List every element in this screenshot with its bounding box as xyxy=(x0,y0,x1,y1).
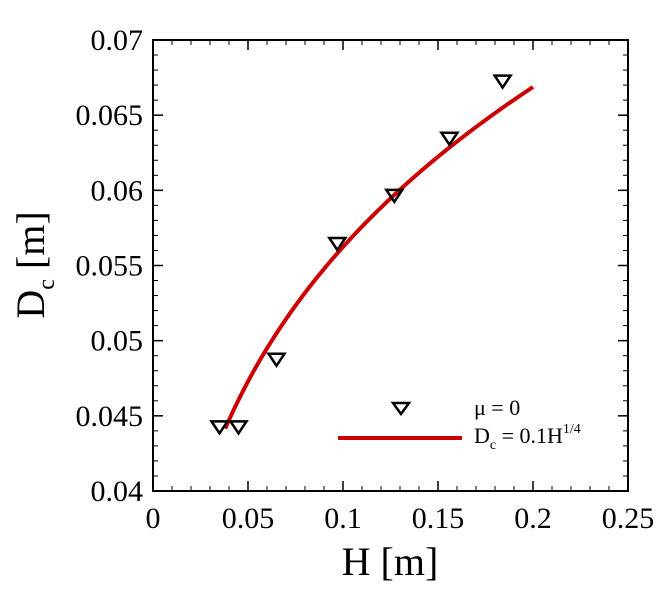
y-tick-label: 0.05 xyxy=(91,325,144,358)
curve-layer xyxy=(223,85,535,430)
fit-curve-line xyxy=(223,85,535,430)
x-tick-label: 0.1 xyxy=(324,502,362,535)
x-tick-label: 0.25 xyxy=(602,502,655,535)
marker-layer xyxy=(209,74,513,436)
legend-marker-label: μ = 0 xyxy=(474,395,520,420)
y-tick-label: 0.04 xyxy=(91,475,144,508)
legend-marker-symbol xyxy=(390,401,412,417)
data-point-marker xyxy=(209,420,230,436)
data-point-marker xyxy=(439,131,460,147)
x-axis-title: H [m] xyxy=(342,539,439,584)
legend-curve-label-main: D xyxy=(474,423,490,448)
data-point-marker xyxy=(228,420,249,436)
y-tick-label: 0.06 xyxy=(91,174,144,207)
data-point-marker xyxy=(492,74,513,90)
y-tick-label: 0.07 xyxy=(91,24,144,57)
legend: μ = 0 Dc = 0.1H1/4 xyxy=(338,395,581,453)
y-tick-label: 0.045 xyxy=(76,400,144,433)
legend-curve-label-eq: = 0.1H xyxy=(496,423,563,448)
legend-curve-label: Dc = 0.1H1/4 xyxy=(474,422,581,453)
tick-labels: 0 0.05 0.1 0.15 0.2 0.25 0.04 0.045 0.05 0.055 0.0… xyxy=(76,24,655,535)
data-point-marker xyxy=(326,236,348,253)
y-axis-title-unit: [m] xyxy=(8,211,53,269)
y-tick-label: 0.065 xyxy=(76,99,144,132)
axis-ticks xyxy=(152,39,629,492)
y-tick-label: 0.055 xyxy=(76,250,144,283)
x-tick-label: 0.2 xyxy=(514,502,552,535)
x-tick-label: 0 xyxy=(146,502,161,535)
x-tick-label: 0.05 xyxy=(222,502,275,535)
y-axis-title: Dc [m] xyxy=(8,211,60,318)
y-axis-title-unit-space xyxy=(8,269,53,279)
data-point-marker xyxy=(266,352,287,368)
x-tick-label: 0.15 xyxy=(412,502,465,535)
data-point-marker xyxy=(383,188,405,205)
legend-curve-label-sub: c xyxy=(490,438,496,453)
legend-curve-label-sup: 1/4 xyxy=(563,422,581,437)
y-axis-title-sub: c xyxy=(34,279,60,290)
y-axis-title-main: D xyxy=(8,290,53,319)
